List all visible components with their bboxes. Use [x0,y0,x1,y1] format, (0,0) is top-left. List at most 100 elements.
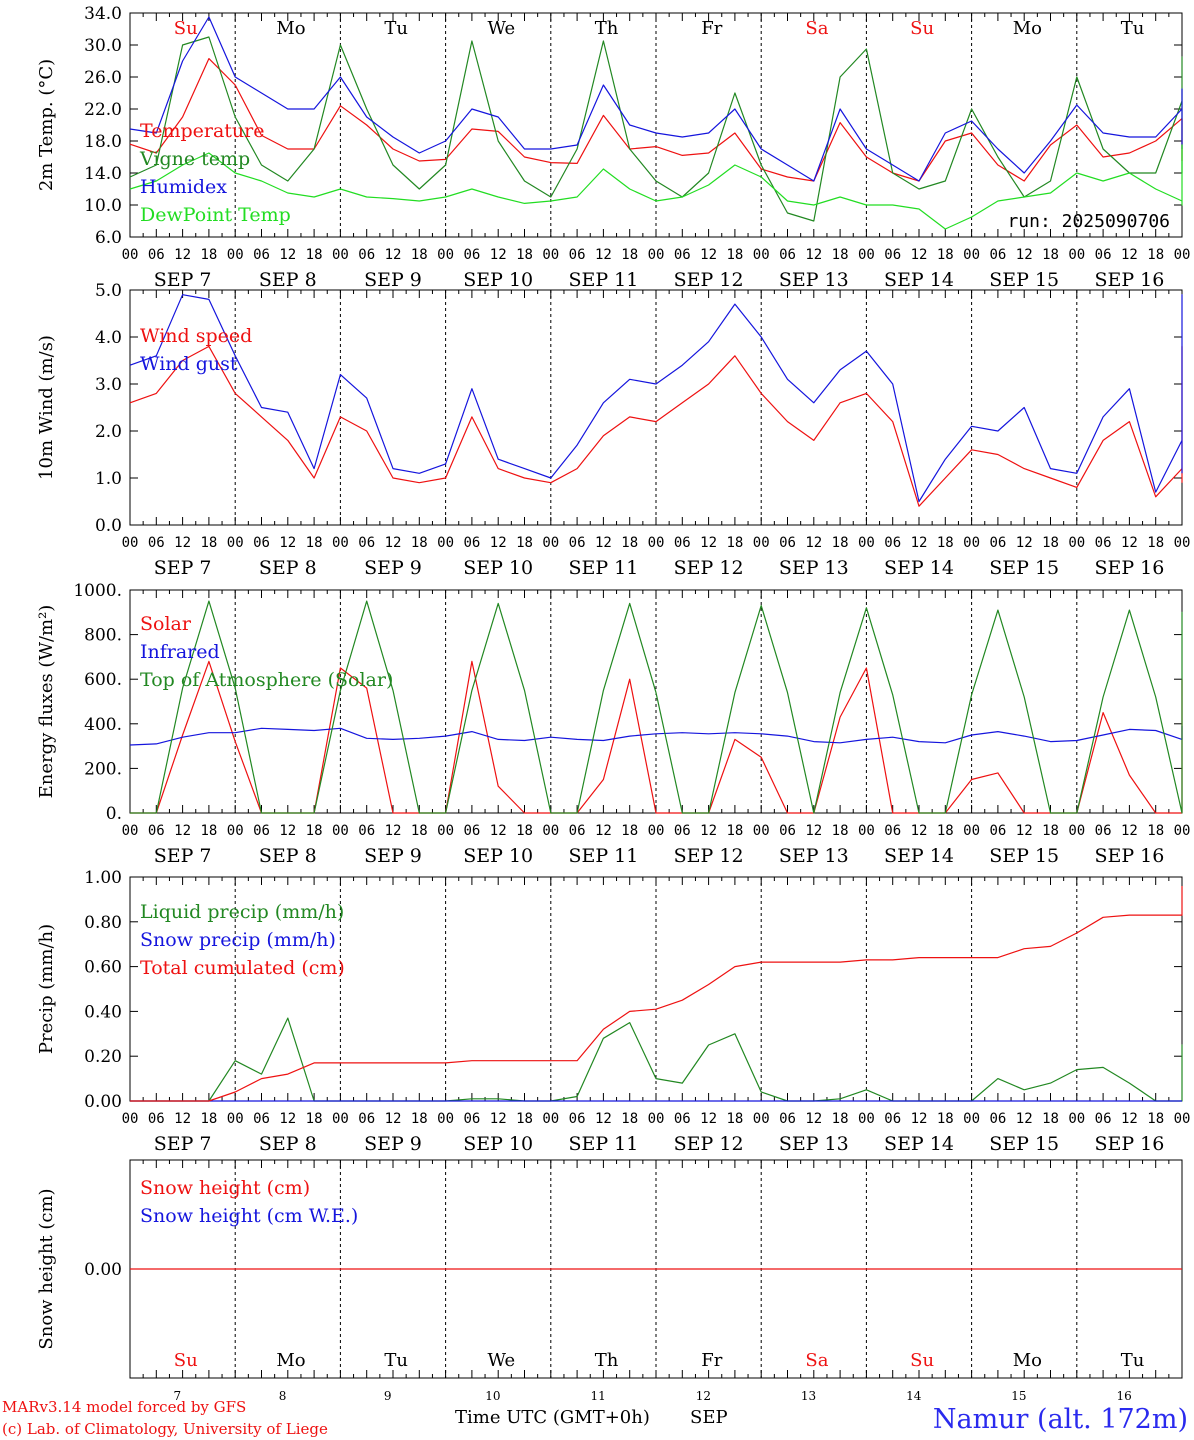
x-hour-label: 12 [1016,1111,1033,1127]
x-hour-label: 06 [779,1111,796,1127]
panel-1: 6.0 10.0 14.0 18.0 22.0 26.0 30.0 34.0 2m Temp. … [36,4,1190,291]
x-hour-label: 18 [200,823,217,839]
series-line-wind-speed [129,345,1183,507]
y-tick-label: 0.60 [84,958,122,978]
x-hour-label: 12 [279,823,296,839]
x-hour-label: 12 [279,247,296,263]
x-hour-label: 12 [911,247,928,263]
x-axis-title: Time UTC (GMT+0h) [455,1407,650,1428]
weekday-label-bottom: Th [595,1350,619,1371]
x-hour-label: 18 [832,1111,849,1127]
x-hour-label: 12 [490,1111,507,1127]
x-hour-label: 00 [332,247,349,263]
panel-3: 0. 200. 400. 600. 800. 1000. Energy fluxes (W/… [36,581,1190,867]
series-line-top-of-atmosphere-solar- [130,600,1183,814]
legend-entry: Wind gust [140,353,238,375]
x-hour-label: 06 [884,247,901,263]
series-group [129,885,1183,1102]
x-hour-label: 00 [648,247,665,263]
x-hour-label: 00 [1174,535,1191,551]
y-tick-label: 1.00 [84,868,122,888]
x-date-label: SEP 9 [364,1133,422,1155]
x-hour-label: 12 [911,823,928,839]
series-line-temperature [129,57,1183,182]
x-hour-label: 00 [1174,247,1191,263]
x-hour-label: 00 [1174,823,1191,839]
y-axis-title: 2m Temp. (°C) [36,59,57,191]
x-date-label: SEP 15 [989,269,1059,291]
x-date-label: SEP 8 [259,269,317,291]
weekday-label-bottom: Mo [276,1350,305,1371]
x-hour-label: 12 [911,1111,928,1127]
x-date-label: SEP 8 [259,557,317,579]
x-hour-label: 12 [1016,247,1033,263]
x-hour-label: 06 [148,535,165,551]
weekday-label-bottom: Mo [1013,1350,1042,1371]
legend-entry: Snow precip (mm/h) [140,929,336,951]
x-hour-label: 18 [621,247,638,263]
x-hour-label: 06 [884,823,901,839]
x-date-label: SEP 13 [779,1133,849,1155]
x-date-label: SEP 12 [674,1133,744,1155]
x-hour-label: 00 [332,823,349,839]
x-hour-label: 00 [332,535,349,551]
y-tick-label: 5.0 [95,281,122,301]
x-hour-label: 18 [516,1111,533,1127]
plot-frame [129,589,1183,814]
x-hour-label: 06 [358,535,375,551]
x-date-label: SEP 9 [364,269,422,291]
x-hour-label: 06 [989,1111,1006,1127]
weekday-label-top: Tu [1121,18,1145,39]
x-hour-label: 06 [884,1111,901,1127]
x-hour-label: 18 [621,823,638,839]
x-hour-label: 06 [779,823,796,839]
x-hour-label: 18 [1042,1111,1059,1127]
legend-entry: Snow height (cm) [140,1177,310,1199]
x-date-label: SEP 8 [259,845,317,867]
y-tick-label: 22.0 [84,100,122,120]
x-hour-label: 00 [1068,535,1085,551]
y-tick-label: 14.0 [84,164,122,184]
x-hour-label: 12 [174,247,191,263]
x-date-label: SEP 10 [463,557,533,579]
x-hour-label: 00 [648,823,665,839]
legend-entry: Humidex [140,176,227,198]
weekday-label-bottom: Fr [701,1350,722,1371]
x-date-label: SEP 14 [884,845,954,867]
x-date-label: SEP 14 [884,269,954,291]
x-hour-label: 00 [437,823,454,839]
x-hour-label: 12 [1121,1111,1138,1127]
x-hour-label: 18 [516,247,533,263]
series-line-total-cumulated-cm- [130,886,1183,1102]
x-hour-label: 12 [700,247,717,263]
panel-5: 0.00 Snow height (cm) Snow height (cm) Snow… [36,1159,1183,1379]
x-hour-label: 18 [200,247,217,263]
x-hour-label: 00 [332,1111,349,1127]
x-hour-label: 06 [569,247,586,263]
x-hour-label: 00 [542,535,559,551]
x-hour-label: 00 [858,247,875,263]
y-tick-label: 200. [84,759,122,779]
y-tick-label: 6.0 [95,228,122,248]
x-hour-label: 00 [1174,1111,1191,1127]
x-date-label: SEP 9 [364,557,422,579]
x-hour-label: 18 [516,535,533,551]
weekday-label-top: Fr [701,18,722,39]
x-hour-label: 18 [411,247,428,263]
x-hour-label: 18 [1147,535,1164,551]
x-hour-label: 12 [385,535,402,551]
x-date-label: SEP 10 [463,845,533,867]
series-line-humidex [129,16,1183,182]
y-tick-label: 0.20 [84,1047,122,1067]
y-tick-label: 18.0 [84,132,122,152]
x-hour-label: 06 [253,247,270,263]
x-hour-label: 00 [437,535,454,551]
x-date-label: SEP 12 [674,845,744,867]
x-hour-label: 00 [753,247,770,263]
x-hour-label: 12 [174,1111,191,1127]
weekday-label-bottom: Tu [384,1350,408,1371]
x-hour-label: 18 [726,535,743,551]
x-hour-label: 18 [1042,247,1059,263]
x-date-label: SEP 14 [884,557,954,579]
x-date-label: SEP 7 [154,269,212,291]
